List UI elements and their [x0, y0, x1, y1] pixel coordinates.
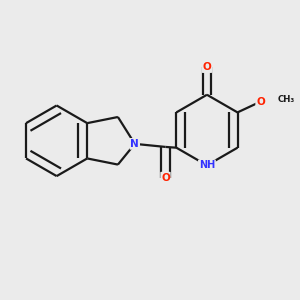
Text: O: O	[256, 97, 265, 107]
Text: CH₃: CH₃	[278, 95, 295, 104]
Text: O: O	[202, 62, 211, 72]
Text: N: N	[130, 139, 139, 149]
Text: O: O	[161, 172, 170, 183]
Text: NH: NH	[199, 160, 215, 170]
